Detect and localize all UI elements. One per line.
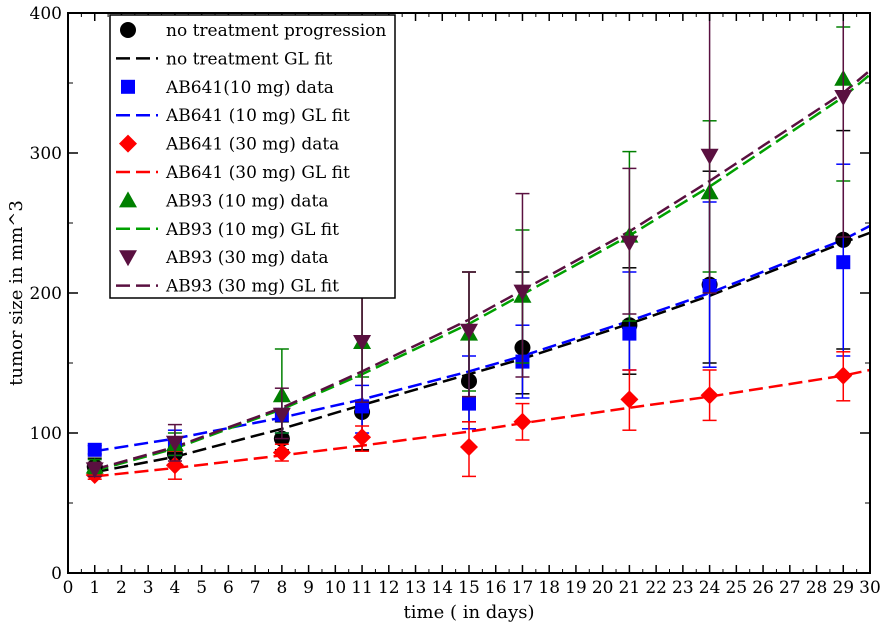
x-tick-label: 28 xyxy=(806,578,828,598)
x-tick-label: 22 xyxy=(645,578,667,598)
data-series xyxy=(85,351,853,484)
fit-lines-layer xyxy=(94,69,870,478)
data-point xyxy=(165,435,184,452)
data-point xyxy=(700,386,719,405)
legend-label: no treatment GL fit xyxy=(166,49,333,69)
x-tick-label: 15 xyxy=(458,578,480,598)
data-point xyxy=(87,442,102,457)
legend-marker xyxy=(119,250,137,267)
y-tick-label: 400 xyxy=(30,4,62,24)
x-tick-label: 7 xyxy=(250,578,261,598)
x-tick-label: 30 xyxy=(859,578,881,598)
legend-label: AB641 (30 mg) GL fit xyxy=(165,163,350,183)
x-tick-label: 9 xyxy=(303,578,314,598)
data-point xyxy=(460,438,478,456)
legend-marker xyxy=(119,134,137,153)
legend-marker xyxy=(119,191,137,208)
y-tick-label: 300 xyxy=(30,144,62,164)
legend-label: AB93 (30 mg) GL fit xyxy=(165,277,339,297)
x-tick-label: 13 xyxy=(405,578,427,598)
x-tick-label: 14 xyxy=(431,578,453,598)
x-tick-label: 23 xyxy=(672,578,694,598)
y-tick-label: 200 xyxy=(30,284,62,304)
x-tick-label: 3 xyxy=(143,578,154,598)
x-tick-label: 24 xyxy=(699,578,721,598)
legend-label: AB93 (30 mg) data xyxy=(165,248,329,268)
data-point xyxy=(353,335,372,351)
data-series xyxy=(85,12,853,479)
x-tick-label: 26 xyxy=(752,578,774,598)
data-point xyxy=(834,90,853,106)
x-tick-label: 8 xyxy=(276,578,287,598)
x-tick-label: 16 xyxy=(485,578,507,598)
x-tick-label: 12 xyxy=(378,578,400,598)
legend-label: AB93 (10 mg) GL fit xyxy=(165,220,339,240)
fit-line xyxy=(94,224,870,453)
data-points-layer xyxy=(85,12,853,484)
x-tick-label: 10 xyxy=(325,578,347,598)
x-tick-label: 5 xyxy=(196,578,207,598)
legend-marker xyxy=(121,79,135,94)
y-tick-label: 0 xyxy=(51,564,62,584)
legend: no treatment progression no treatment GL … xyxy=(109,14,396,299)
x-tick-label: 4 xyxy=(170,578,181,598)
data-point xyxy=(620,390,639,409)
data-point xyxy=(85,462,104,479)
data-point xyxy=(460,323,478,340)
x-tick-label: 27 xyxy=(779,578,801,598)
axis-ticks: 0 1 2 3 4 5 6 7 8 9 10 11 12 13 14 15 16 17 18 19 20 21 22 23 24… xyxy=(30,4,881,598)
legend-label: AB641(10 mg) data xyxy=(165,78,334,98)
x-tick-label: 18 xyxy=(538,578,560,598)
x-tick-label: 21 xyxy=(619,578,641,598)
x-tick-label: 25 xyxy=(726,578,748,598)
data-point xyxy=(272,407,291,424)
data-point xyxy=(834,366,853,385)
fit-line xyxy=(94,73,870,473)
data-point xyxy=(700,148,719,165)
x-tick-label: 11 xyxy=(351,578,373,598)
x-tick-label: 19 xyxy=(565,578,587,598)
legend-label: no treatment progression xyxy=(166,21,386,41)
data-point xyxy=(513,284,532,301)
fit-line xyxy=(94,368,870,478)
legend-box xyxy=(109,14,396,299)
x-tick-label: 29 xyxy=(832,578,854,598)
data-point xyxy=(836,255,851,270)
data-point xyxy=(272,443,291,462)
data-point xyxy=(513,412,532,431)
data-point xyxy=(620,235,639,252)
legend-marker xyxy=(120,22,136,38)
legend-label: AB641 (10 mg) GL fit xyxy=(165,106,350,126)
fit-line xyxy=(94,231,870,474)
y-axis-title: tumor size in mm^3 xyxy=(6,200,27,386)
x-tick-label: 6 xyxy=(223,578,234,598)
x-tick-label: 1 xyxy=(89,578,100,598)
x-tick-label: 2 xyxy=(116,578,127,598)
x-tick-label: 17 xyxy=(512,578,534,598)
legend-label: AB641 (30 mg) data xyxy=(165,135,339,155)
fit-line xyxy=(94,69,870,471)
legend-label: AB93 (10 mg) data xyxy=(165,191,329,211)
x-axis-title: time ( in days) xyxy=(404,602,535,623)
x-tick-label: 0 xyxy=(63,578,74,598)
data-point xyxy=(353,428,372,447)
data-point xyxy=(622,326,637,341)
y-tick-label: 100 xyxy=(30,424,62,444)
data-point xyxy=(462,396,476,411)
x-tick-label: 20 xyxy=(592,578,614,598)
